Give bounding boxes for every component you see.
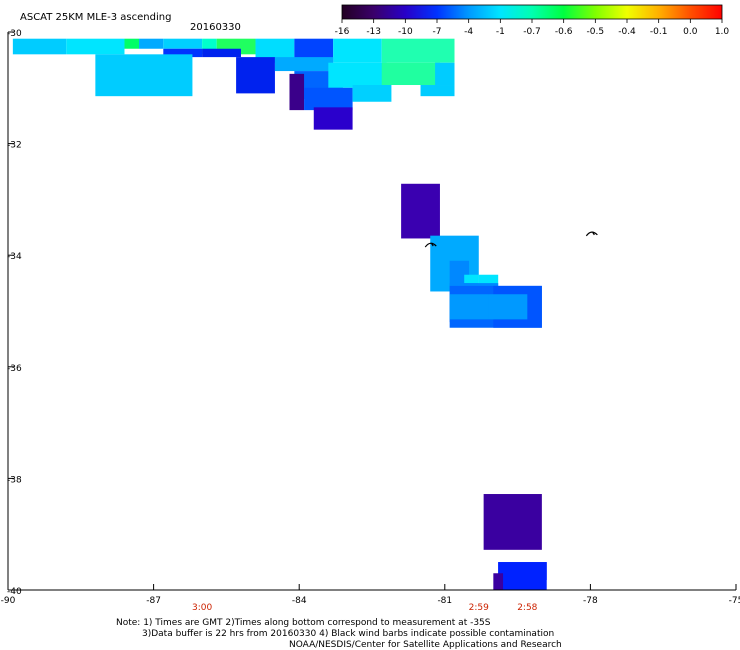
data-cell bbox=[139, 38, 164, 49]
swath-times: 3:00 2:59 2:58 bbox=[192, 603, 538, 613]
colorbar: -16 -13 -10 -7 -4 -1 -0.7 -0.6 -0.5 -0.4 -0.1 0.0 1.… bbox=[335, 4, 730, 37]
data-cell bbox=[236, 57, 275, 94]
data-cell bbox=[449, 294, 489, 320]
colorbar-label: -0.1 bbox=[650, 27, 668, 37]
wind-barbs bbox=[424, 231, 598, 248]
colorbar-label: -10 bbox=[398, 27, 413, 37]
data-cell bbox=[202, 48, 241, 58]
data-cell bbox=[12, 38, 67, 55]
data-cell bbox=[381, 38, 455, 63]
note-line-1: Note: 1) Times are GMT 2)Times along bot… bbox=[116, 618, 491, 628]
colorbar-label: -1 bbox=[496, 27, 505, 37]
colorbar-label: -16 bbox=[335, 27, 350, 37]
data-cell bbox=[435, 62, 455, 86]
y-axis: -30 -32 -34 -36 -38 -40 bbox=[7, 29, 22, 597]
y-tick-label: -32 bbox=[7, 141, 22, 151]
y-tick-label: -30 bbox=[7, 29, 22, 39]
data-cell bbox=[498, 562, 547, 590]
chart-date: 20160330 bbox=[190, 22, 241, 33]
data-cell bbox=[464, 274, 479, 284]
data-cell bbox=[163, 38, 203, 49]
colorbar-label: -0.7 bbox=[523, 27, 541, 37]
chart-title: ASCAT 25KM MLE-3 ascending bbox=[20, 12, 171, 23]
data-cell bbox=[274, 57, 334, 72]
colorbar-label: -0.6 bbox=[555, 27, 573, 37]
data-cell bbox=[304, 87, 353, 111]
y-tick-label: -34 bbox=[7, 252, 22, 262]
data-cell bbox=[352, 85, 392, 102]
x-tick-label: -84 bbox=[292, 596, 307, 606]
data-cell bbox=[483, 494, 542, 550]
colorbar-label: -0.5 bbox=[587, 27, 605, 37]
data-cell bbox=[289, 73, 305, 111]
data-cell bbox=[333, 38, 382, 63]
data-cell bbox=[328, 62, 387, 88]
note-line-3: NOAA/NESDIS/Center for Satellite Applica… bbox=[289, 640, 562, 650]
colorbar-label: -4 bbox=[464, 27, 473, 37]
data-cell bbox=[294, 38, 334, 63]
colorbar-bar bbox=[341, 4, 723, 20]
data-cell bbox=[420, 85, 455, 97]
data-cell bbox=[381, 62, 440, 86]
colorbar-label: -0.4 bbox=[618, 27, 636, 37]
colorbar-label: -13 bbox=[366, 27, 381, 37]
colorbar-label: 1.0 bbox=[715, 27, 730, 37]
data-cell bbox=[493, 573, 504, 590]
swath-time-label: 3:00 bbox=[192, 603, 212, 613]
data-cell bbox=[313, 107, 353, 130]
data-cell bbox=[255, 38, 295, 63]
data-cells bbox=[12, 38, 547, 590]
y-tick-label: -38 bbox=[7, 475, 22, 485]
data-cell bbox=[124, 38, 140, 49]
y-tick-label: -36 bbox=[7, 364, 22, 374]
x-tick-label: -75 bbox=[729, 596, 740, 606]
note-line-2: 3)Data buffer is 22 hrs from 20160330 4)… bbox=[142, 629, 554, 639]
colorbar-label: 0.0 bbox=[683, 27, 698, 37]
y-tick-label: -40 bbox=[7, 587, 22, 597]
data-cell bbox=[449, 260, 470, 286]
x-axis: -90 -87 -84 -81 -78 -75 bbox=[1, 584, 740, 606]
colorbar-label: -7 bbox=[433, 27, 442, 37]
wind-barb bbox=[585, 231, 598, 237]
x-tick-label: -78 bbox=[583, 596, 598, 606]
swath-time-label: 2:59 bbox=[469, 603, 489, 613]
data-cell bbox=[95, 54, 193, 97]
data-cell bbox=[401, 183, 440, 239]
x-tick-label: -90 bbox=[1, 596, 16, 606]
wind-barb bbox=[424, 242, 437, 248]
data-cell bbox=[163, 48, 203, 58]
x-tick-label: -81 bbox=[437, 596, 452, 606]
x-tick-label: -87 bbox=[146, 596, 161, 606]
plot-frame bbox=[7, 32, 736, 591]
data-cell bbox=[488, 294, 528, 320]
swath-time-label: 2:58 bbox=[517, 603, 537, 613]
data-cell bbox=[66, 38, 125, 55]
